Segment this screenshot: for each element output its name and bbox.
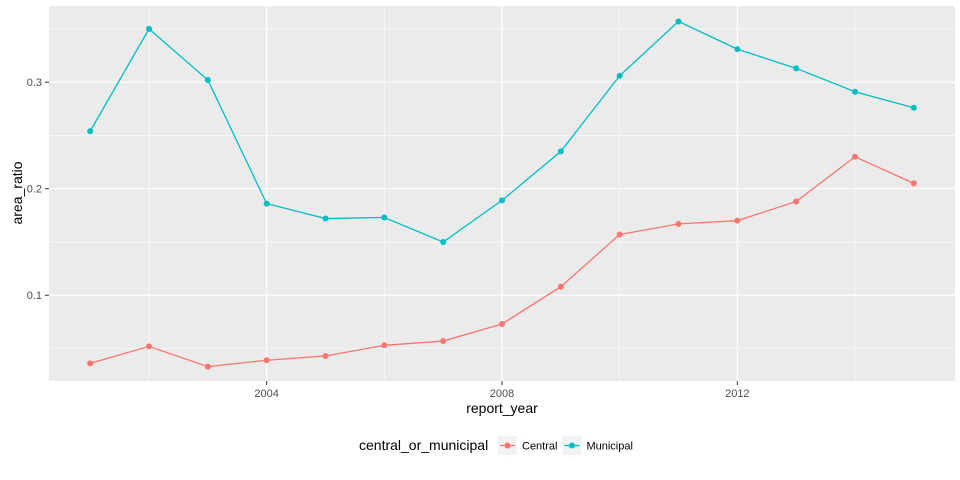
data-point-central (87, 360, 94, 367)
legend: central_or_municipal Central Municipal (359, 436, 633, 455)
data-point-municipal (734, 46, 741, 53)
legend-key-point (504, 442, 511, 449)
y-axis-title: area_ratio (9, 161, 25, 224)
data-point-central (557, 283, 564, 290)
data-point-central (440, 338, 447, 345)
series-points (87, 18, 917, 370)
data-point-central (793, 198, 800, 205)
data-point-central (675, 220, 682, 227)
data-point-central (499, 321, 505, 328)
data-point-municipal (381, 214, 388, 221)
legend-item-municipal: Municipal (562, 436, 633, 455)
legend-label-municipal: Municipal (586, 441, 632, 453)
data-point-municipal (204, 77, 211, 84)
legend-title: central_or_municipal (359, 437, 488, 453)
data-point-municipal (322, 215, 329, 222)
y-tick-label: 0.1 (27, 290, 42, 302)
data-point-municipal (440, 238, 447, 245)
data-point-municipal (910, 104, 917, 111)
legend-item-central: Central (498, 436, 557, 455)
data-point-central (910, 180, 917, 187)
major-gridlines (49, 6, 955, 381)
data-point-central (616, 231, 623, 238)
y-tick-label: 0.3 (27, 77, 42, 89)
data-point-central (322, 352, 329, 359)
x-tick-label: 2004 (254, 388, 278, 400)
legend-label-central: Central (522, 441, 557, 453)
data-point-municipal (557, 148, 564, 155)
y-tick-label: 0.2 (27, 184, 42, 196)
y-axis: 0.1 0.2 0.3 (27, 77, 49, 302)
data-point-municipal (263, 200, 270, 207)
x-tick-label: 2012 (725, 388, 749, 400)
data-point-central (851, 153, 858, 160)
data-point-municipal (793, 65, 800, 72)
x-tick-label: 2008 (490, 388, 514, 400)
data-point-central (381, 342, 388, 349)
data-point-central (146, 343, 153, 350)
x-axis: 2004 2008 2012 (254, 381, 750, 400)
data-point-municipal (146, 25, 153, 32)
data-point-central (734, 217, 741, 224)
data-point-municipal (616, 72, 623, 79)
data-point-municipal (675, 18, 682, 25)
data-point-central (204, 363, 211, 370)
data-point-municipal (499, 197, 505, 204)
legend-key-point (568, 442, 575, 449)
data-point-municipal (87, 128, 94, 135)
data-point-central (263, 357, 270, 364)
data-point-municipal (851, 88, 858, 95)
x-axis-title: report_year (466, 400, 538, 416)
